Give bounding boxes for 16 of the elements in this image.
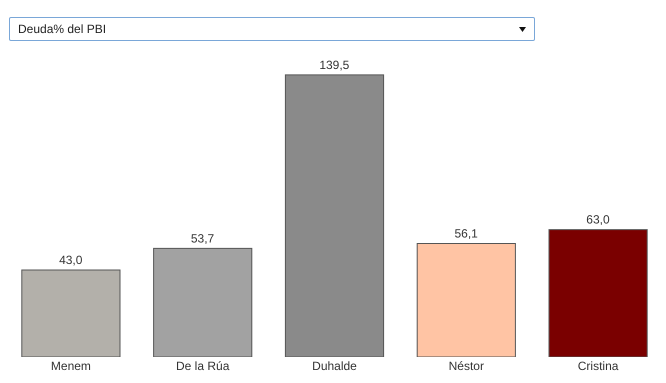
data-label: 53,7: [190, 231, 215, 246]
chart-title: Deuda% del PBI: [18, 22, 106, 36]
data-label: 139,5: [319, 58, 350, 72]
bar: [153, 248, 252, 357]
x-tick-label: Néstor: [448, 359, 484, 373]
bar: [416, 243, 516, 357]
bar: [548, 229, 648, 357]
bar: [284, 74, 384, 357]
x-tick-label: Duhalde: [312, 359, 358, 373]
x-tick-label: Cristina: [578, 359, 619, 373]
bar: [21, 270, 120, 357]
data-label: 43,0: [59, 253, 83, 268]
data-label: 63,0: [586, 212, 610, 227]
data-label: 56,1: [454, 226, 478, 241]
x-tick-label: De la Rúa: [176, 359, 230, 373]
x-tick-label: Menem: [50, 359, 91, 373]
